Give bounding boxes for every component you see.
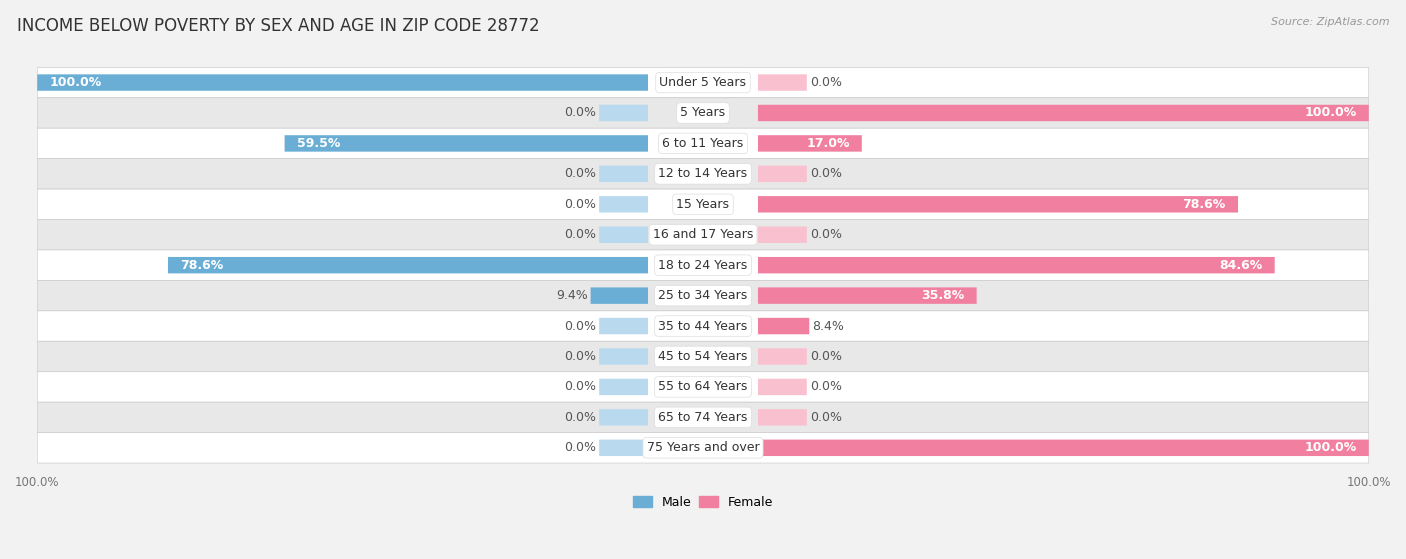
FancyBboxPatch shape xyxy=(37,74,648,91)
Text: 35.8%: 35.8% xyxy=(921,289,965,302)
Text: 8.4%: 8.4% xyxy=(813,320,844,333)
FancyBboxPatch shape xyxy=(758,348,807,364)
FancyBboxPatch shape xyxy=(758,105,1369,121)
FancyBboxPatch shape xyxy=(758,165,807,182)
Text: 0.0%: 0.0% xyxy=(564,411,596,424)
FancyBboxPatch shape xyxy=(37,67,1369,98)
Text: 0.0%: 0.0% xyxy=(564,441,596,454)
FancyBboxPatch shape xyxy=(37,311,1369,342)
Text: 55 to 64 Years: 55 to 64 Years xyxy=(658,381,748,394)
FancyBboxPatch shape xyxy=(37,402,1369,433)
Text: 12 to 14 Years: 12 to 14 Years xyxy=(658,167,748,181)
Text: 0.0%: 0.0% xyxy=(564,381,596,394)
FancyBboxPatch shape xyxy=(37,342,1369,372)
FancyBboxPatch shape xyxy=(37,250,1369,281)
Text: 59.5%: 59.5% xyxy=(297,137,340,150)
Text: 5 Years: 5 Years xyxy=(681,106,725,120)
FancyBboxPatch shape xyxy=(284,135,648,151)
FancyBboxPatch shape xyxy=(599,378,648,395)
FancyBboxPatch shape xyxy=(37,433,1369,463)
Text: Under 5 Years: Under 5 Years xyxy=(659,76,747,89)
Text: 0.0%: 0.0% xyxy=(810,350,842,363)
Text: 9.4%: 9.4% xyxy=(555,289,588,302)
Legend: Male, Female: Male, Female xyxy=(628,491,778,514)
Text: 0.0%: 0.0% xyxy=(564,228,596,241)
Text: 78.6%: 78.6% xyxy=(1182,198,1226,211)
Text: 75 Years and over: 75 Years and over xyxy=(647,441,759,454)
Text: 65 to 74 Years: 65 to 74 Years xyxy=(658,411,748,424)
Text: 45 to 54 Years: 45 to 54 Years xyxy=(658,350,748,363)
FancyBboxPatch shape xyxy=(758,196,1239,212)
Text: 0.0%: 0.0% xyxy=(810,167,842,181)
FancyBboxPatch shape xyxy=(599,348,648,364)
Text: 18 to 24 Years: 18 to 24 Years xyxy=(658,259,748,272)
Text: 0.0%: 0.0% xyxy=(564,106,596,120)
Text: 15 Years: 15 Years xyxy=(676,198,730,211)
FancyBboxPatch shape xyxy=(758,409,807,425)
Text: 100.0%: 100.0% xyxy=(1305,441,1357,454)
Text: 16 and 17 Years: 16 and 17 Years xyxy=(652,228,754,241)
FancyBboxPatch shape xyxy=(599,165,648,182)
FancyBboxPatch shape xyxy=(37,220,1369,250)
FancyBboxPatch shape xyxy=(758,257,1275,273)
Text: Source: ZipAtlas.com: Source: ZipAtlas.com xyxy=(1271,17,1389,27)
FancyBboxPatch shape xyxy=(167,257,648,273)
Text: 78.6%: 78.6% xyxy=(180,259,224,272)
Text: 0.0%: 0.0% xyxy=(564,350,596,363)
Text: 0.0%: 0.0% xyxy=(564,198,596,211)
FancyBboxPatch shape xyxy=(599,318,648,334)
Text: 0.0%: 0.0% xyxy=(810,76,842,89)
Text: 6 to 11 Years: 6 to 11 Years xyxy=(662,137,744,150)
FancyBboxPatch shape xyxy=(599,409,648,425)
Text: 17.0%: 17.0% xyxy=(806,137,849,150)
Text: 0.0%: 0.0% xyxy=(564,167,596,181)
FancyBboxPatch shape xyxy=(37,281,1369,311)
Text: 0.0%: 0.0% xyxy=(810,228,842,241)
Text: 0.0%: 0.0% xyxy=(564,320,596,333)
FancyBboxPatch shape xyxy=(758,74,807,91)
FancyBboxPatch shape xyxy=(37,128,1369,159)
FancyBboxPatch shape xyxy=(599,439,648,456)
FancyBboxPatch shape xyxy=(599,196,648,212)
Text: 25 to 34 Years: 25 to 34 Years xyxy=(658,289,748,302)
Text: 0.0%: 0.0% xyxy=(810,411,842,424)
FancyBboxPatch shape xyxy=(37,98,1369,128)
FancyBboxPatch shape xyxy=(37,159,1369,189)
FancyBboxPatch shape xyxy=(758,226,807,243)
Text: 35 to 44 Years: 35 to 44 Years xyxy=(658,320,748,333)
Text: 0.0%: 0.0% xyxy=(810,381,842,394)
Text: 100.0%: 100.0% xyxy=(49,76,101,89)
FancyBboxPatch shape xyxy=(37,189,1369,220)
Text: 100.0%: 100.0% xyxy=(1305,106,1357,120)
Text: INCOME BELOW POVERTY BY SEX AND AGE IN ZIP CODE 28772: INCOME BELOW POVERTY BY SEX AND AGE IN Z… xyxy=(17,17,540,35)
FancyBboxPatch shape xyxy=(758,378,807,395)
FancyBboxPatch shape xyxy=(758,135,862,151)
FancyBboxPatch shape xyxy=(599,105,648,121)
FancyBboxPatch shape xyxy=(758,318,810,334)
FancyBboxPatch shape xyxy=(37,372,1369,402)
FancyBboxPatch shape xyxy=(599,226,648,243)
Text: 84.6%: 84.6% xyxy=(1219,259,1263,272)
FancyBboxPatch shape xyxy=(758,287,977,304)
FancyBboxPatch shape xyxy=(758,439,1369,456)
FancyBboxPatch shape xyxy=(591,287,648,304)
